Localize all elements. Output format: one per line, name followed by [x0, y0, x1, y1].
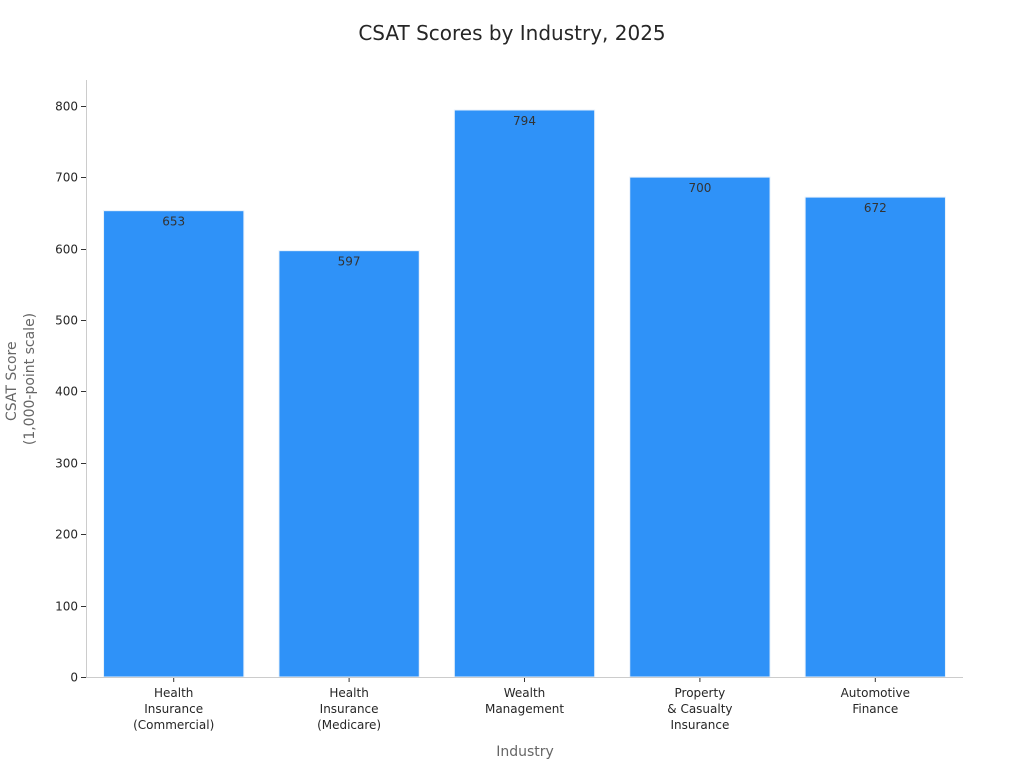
y-tick-label: 0 [70, 671, 78, 685]
y-tick-label: 300 [55, 457, 78, 471]
x-axis-ticks: Health Insurance (Commercial) Health Insuran… [133, 677, 910, 732]
x-tick-label-line: Insurance [144, 702, 203, 716]
x-tick-label-line: Insurance [320, 702, 379, 716]
y-tick-label: 700 [55, 171, 78, 185]
bar [453, 109, 596, 678]
bar [629, 176, 771, 678]
chart-title: CSAT Scores by Industry, 2025 [358, 21, 665, 45]
x-tick-label-line: (Commercial) [133, 718, 214, 732]
y-tick-label: 500 [55, 314, 78, 328]
y-tick-label: 600 [55, 243, 78, 257]
bars [103, 109, 946, 678]
bar [103, 210, 245, 678]
x-tick-label-line: Health [329, 686, 368, 700]
y-tick-label: 800 [55, 100, 78, 114]
bar-value-label: 597 [338, 255, 361, 269]
x-tick-label-line: Wealth [504, 686, 546, 700]
x-tick-label: Automotive Finance [841, 686, 910, 716]
y-axis-label: CSAT Score (1,000-point scale) [4, 313, 38, 445]
y-tick-label: 200 [55, 528, 78, 542]
x-tick-label-line: Automotive [841, 686, 910, 700]
bar-value-label: 700 [688, 181, 711, 195]
y-tick-label: 400 [55, 385, 78, 399]
y-axis-ticks: 0 100 200 300 400 500 600 700 800 [55, 100, 86, 685]
bar [278, 250, 420, 678]
y-axis-label-line-2: (1,000-point scale) [22, 313, 38, 445]
x-axis-label: Industry [496, 744, 554, 760]
x-tick-label-line: Health [154, 686, 193, 700]
x-tick-label: Property & Casualty Insurance [667, 686, 732, 732]
y-tick-label: 100 [55, 600, 78, 614]
y-axis-label-line-1: CSAT Score [4, 341, 20, 421]
bar-value-label: 653 [162, 215, 185, 229]
x-tick-label-line: Insurance [670, 718, 729, 732]
x-tick-label-line: Management [485, 702, 564, 716]
x-tick-label-line: & Casualty [667, 702, 732, 716]
bar-value-label: 794 [513, 114, 536, 128]
x-tick-label: Health Insurance (Medicare) [317, 686, 381, 732]
x-tick-label-line: Finance [852, 702, 898, 716]
x-tick-label: Wealth Management [485, 686, 564, 716]
data-labels: 653 597 794 700 672 [162, 114, 887, 269]
x-tick-label-line: Property [675, 686, 726, 700]
x-tick-label-line: (Medicare) [317, 718, 381, 732]
bar-value-label: 672 [864, 201, 887, 215]
bar [804, 196, 946, 678]
x-tick-label: Health Insurance (Commercial) [133, 686, 214, 732]
